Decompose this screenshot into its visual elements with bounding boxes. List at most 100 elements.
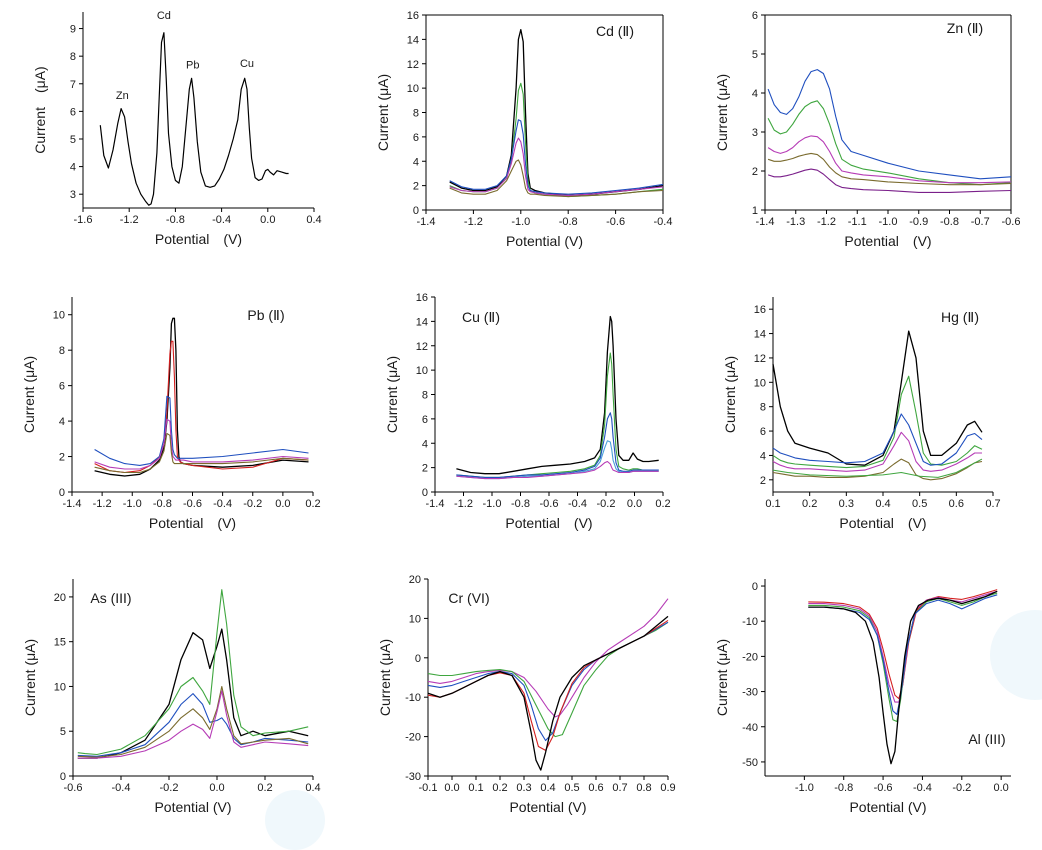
x-tick-label: -0.4: [213, 498, 232, 510]
panel-cd: -1.4 -1.2 -1.0 -0.8 -0.6 -0.4 0 2 4 6 8 10 12 14 16 Pot…: [375, 10, 672, 249]
y-tick-label: 16: [754, 304, 766, 316]
y-tick-label: 10: [409, 613, 421, 625]
x-tick-label: -1.4: [756, 216, 775, 228]
series-line-c0: [772, 458, 983, 478]
series-line-c4: [77, 589, 309, 756]
y-tick-label: 8: [59, 345, 65, 357]
y-tick-label: 0: [415, 653, 421, 665]
y-axis-title: Current (μA): [375, 74, 391, 151]
y-axis-title: Current (μA): [377, 639, 393, 716]
x-tick-label: -0.6: [874, 782, 893, 794]
x-tick-label: -1.2: [454, 498, 473, 510]
x-tick-label: -0.2: [952, 782, 971, 794]
series-line-c3: [427, 621, 669, 742]
x-axis-title: Potential (V): [506, 233, 583, 249]
series-line-c5: [772, 330, 983, 466]
y-tick-label: 9: [70, 24, 76, 36]
x-tick-label: 0.5: [564, 782, 579, 794]
x-axis-title: Potential (V): [154, 799, 231, 815]
y-tick-label: 0: [752, 581, 758, 593]
x-tick-label: 0.9: [660, 782, 675, 794]
peak-label-zn: Zn: [116, 90, 129, 102]
x-tick-label: 0.3: [839, 498, 854, 510]
x-tick-label: 0.1: [468, 782, 483, 794]
x-tick-label: -1.4: [426, 498, 445, 510]
x-tick-label: 0.2: [655, 498, 670, 510]
y-tick-label: 12: [416, 341, 428, 353]
series-line-c2: [449, 137, 664, 196]
y-tick-label: 10: [53, 310, 65, 322]
series-line-c2: [77, 685, 309, 758]
y-tick-label: 10: [54, 681, 66, 693]
x-tick-label: 0.3: [516, 782, 531, 794]
series-line-c5: [456, 315, 659, 475]
y-tick-label: 8: [760, 402, 766, 414]
y-tick-label: 1: [752, 205, 758, 217]
y-tick-label: 10: [416, 365, 428, 377]
y-tick-label: 14: [416, 316, 428, 328]
panel-title: Zn (Ⅱ): [947, 20, 983, 36]
panel-overview: -1.6 -1.2 -0.8 -0.4 0.0 0.4 3 4 5 6 7 8 9 Potential (…: [32, 10, 322, 247]
x-tick-label: -0.4: [112, 782, 131, 794]
x-tick-label: -1.3: [786, 216, 805, 228]
series-line-c5: [449, 28, 664, 197]
x-tick-label: -0.4: [913, 782, 932, 794]
series-line-c2: [772, 431, 982, 472]
y-tick-label: -10: [742, 616, 758, 628]
y-tick-label: 10: [407, 83, 419, 95]
y-tick-label: 7: [70, 79, 76, 91]
series-line-c5: [77, 628, 309, 759]
x-tick-label: 0.2: [257, 782, 272, 794]
series-line-c2: [767, 152, 1012, 186]
y-tick-label: 4: [413, 156, 419, 168]
x-tick-label: -1.0: [511, 216, 530, 228]
series-line-mixture: [99, 32, 289, 206]
x-axis-title: Potential (V): [505, 515, 592, 531]
x-tick-label: 0.6: [949, 498, 964, 510]
x-tick-label: -0.8: [559, 216, 578, 228]
x-tick-label: -1.0: [879, 216, 898, 228]
x-axis-title: Potential (V): [149, 515, 236, 531]
y-tick-label: 6: [59, 381, 65, 393]
panel-title: Cr (VI): [448, 590, 489, 606]
x-tick-label: 0.4: [306, 214, 321, 226]
series-line-c1: [456, 460, 659, 480]
y-tick-label: 8: [422, 390, 428, 402]
series-line-c3: [767, 135, 1012, 184]
y-axis-title: Current (μA): [722, 356, 738, 433]
y-tick-label: 12: [754, 353, 766, 365]
y-tick-label: -30: [742, 687, 758, 699]
y-tick-label: 4: [422, 438, 428, 450]
series-line-c3: [94, 395, 309, 466]
x-tick-label: -0.2: [597, 498, 616, 510]
x-tick-label: -0.6: [64, 782, 83, 794]
y-tick-label: 6: [413, 132, 419, 144]
peak-label-cd: Cd: [157, 10, 171, 22]
x-tick-label: 0.1: [765, 498, 780, 510]
series-line-c5: [808, 590, 998, 765]
y-tick-label: 2: [760, 475, 766, 487]
y-tick-label: 4: [760, 450, 766, 462]
series-line-c5: [94, 317, 309, 477]
x-tick-label: 0.8: [636, 782, 651, 794]
series-line-c1: [77, 690, 309, 759]
x-tick-label: -1.4: [63, 498, 82, 510]
x-tick-label: -1.2: [464, 216, 483, 228]
x-tick-label: 0.0: [994, 782, 1009, 794]
x-tick-label: -0.7: [971, 216, 990, 228]
y-tick-label: -30: [405, 771, 421, 783]
panel-title: Hg (Ⅱ): [941, 309, 979, 325]
x-tick-label: 0.7: [985, 498, 1000, 510]
peak-label-pb: Pb: [186, 60, 199, 72]
x-tick-label: -1.2: [120, 214, 139, 226]
series-line-c4: [808, 594, 998, 715]
panel-as: -0.6 -0.4 -0.2 0.0 0.2 0.4 0 5 10 15 20 Potential (…: [22, 579, 321, 815]
y-axis-title: Current (μA): [714, 74, 730, 151]
x-tick-label: 0.0: [209, 782, 224, 794]
x-tick-label: -0.6: [183, 498, 202, 510]
x-axis-title: Potential (V): [509, 799, 586, 815]
y-tick-label: 5: [60, 726, 66, 738]
y-tick-label: 0: [413, 205, 419, 217]
